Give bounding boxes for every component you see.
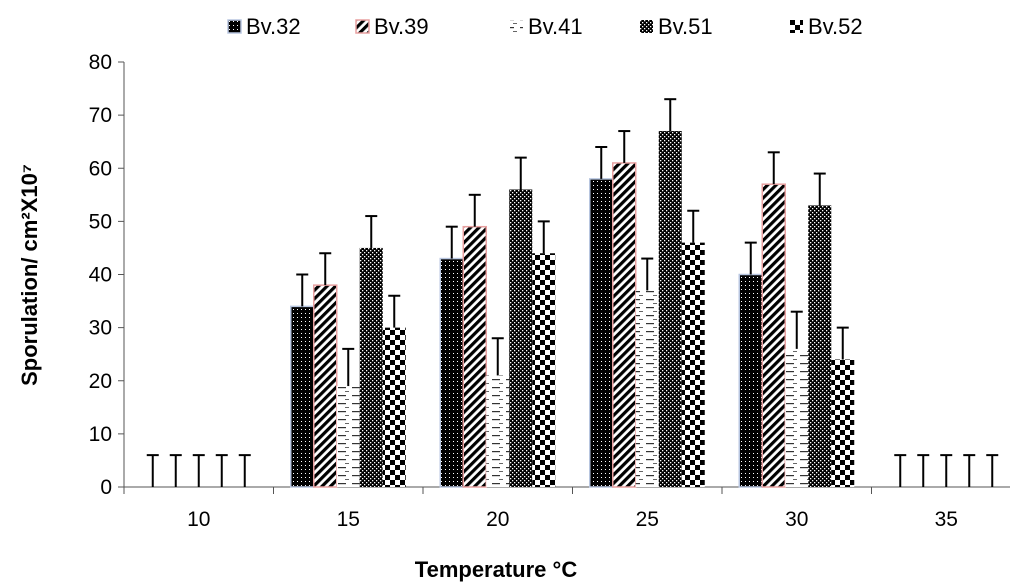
- y-tick-label: 0: [100, 476, 112, 499]
- legend-swatch: [227, 19, 242, 34]
- bar: [382, 327, 406, 487]
- y-tick-label: 50: [89, 210, 112, 233]
- legend-label: Bv.52: [808, 14, 863, 39]
- legend: Bv.32 Bv.39 Bv.41 Bv.51 Bv.52: [227, 14, 863, 39]
- legend-label: Bv.41: [528, 14, 583, 39]
- legend-swatch: [790, 20, 803, 33]
- y-tick-label: 60: [89, 157, 112, 180]
- bar: [439, 257, 464, 488]
- legend-swatch: [355, 19, 370, 34]
- bars: [290, 131, 855, 488]
- bar: [313, 284, 338, 488]
- x-axis: 10 15 20 25 30 35: [123, 486, 1010, 531]
- y-axis-title: Sporulation/ cm²X10⁷: [17, 164, 42, 386]
- bar: [681, 242, 705, 487]
- x-tick-label: 15: [337, 508, 360, 531]
- y-axis: 0 10 20 30 40 50 60 70 80: [89, 51, 125, 499]
- legend-swatch: [510, 20, 523, 33]
- legend-label: Bv.32: [246, 14, 301, 39]
- bar: [509, 189, 533, 487]
- bar: [612, 162, 637, 488]
- y-tick-label: 80: [89, 51, 112, 74]
- bar: [532, 253, 556, 487]
- legend-label: Bv.51: [658, 14, 713, 39]
- bar: [359, 247, 383, 487]
- bar: [336, 386, 360, 487]
- bar: [589, 178, 614, 488]
- bar: [658, 131, 682, 487]
- y-tick-label: 40: [89, 264, 112, 287]
- bar: [462, 225, 487, 488]
- bar: [761, 183, 786, 488]
- error-bars: [146, 98, 999, 487]
- bar: [635, 290, 659, 487]
- bar: [808, 205, 832, 487]
- x-tick-label: 30: [785, 508, 808, 531]
- x-tick-label: 10: [187, 508, 210, 531]
- x-tick-label: 20: [486, 508, 509, 531]
- x-tick-label: 35: [935, 508, 958, 531]
- y-tick-label: 30: [89, 317, 112, 340]
- y-tick-label: 70: [89, 104, 112, 127]
- x-tick-label: 25: [636, 508, 659, 531]
- bar: [738, 273, 763, 488]
- legend-swatch: [640, 20, 653, 33]
- bar: [486, 375, 510, 487]
- legend-label: Bv.39: [374, 14, 429, 39]
- y-tick-label: 20: [89, 370, 112, 393]
- bar: [785, 348, 809, 487]
- x-axis-title: Temperature °C: [415, 557, 578, 582]
- y-tick-label: 10: [89, 423, 112, 446]
- bar: [831, 359, 855, 487]
- bar: [290, 305, 315, 488]
